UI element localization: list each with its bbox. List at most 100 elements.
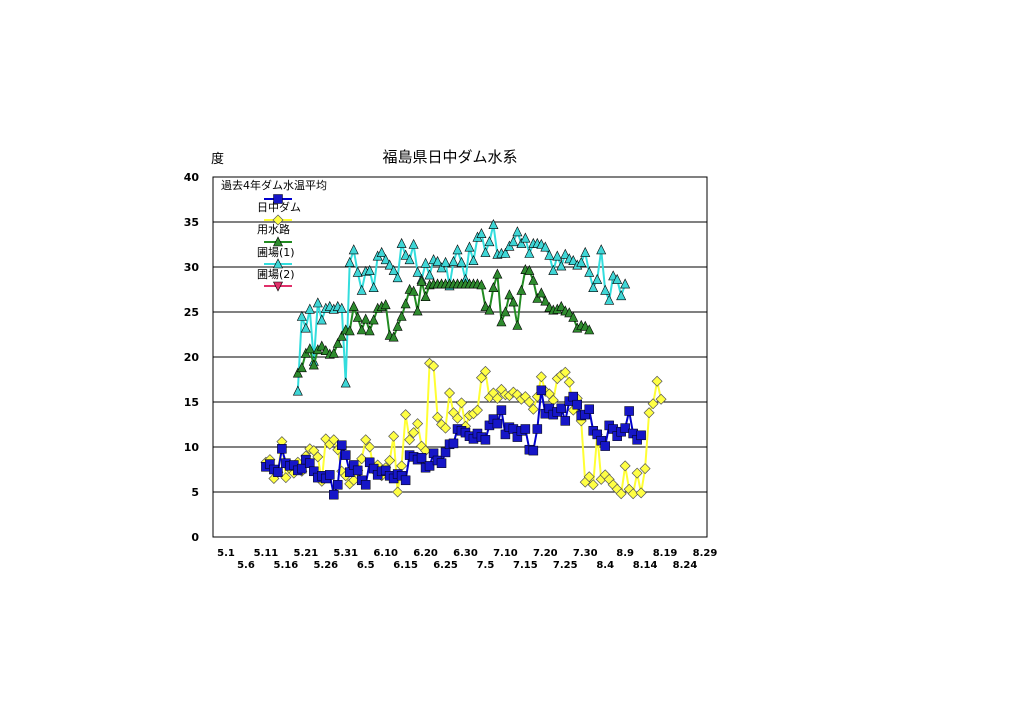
data-point (556, 300, 567, 311)
data-point (368, 314, 379, 325)
data-point (316, 340, 327, 351)
data-point (404, 434, 416, 446)
data-point (636, 430, 646, 441)
legend-item: 日中ダム (257, 194, 301, 214)
data-point (600, 441, 610, 451)
data-point (584, 404, 594, 414)
x-tick-label: 6.10 (373, 548, 398, 559)
x-tick-label: 5.21 (293, 548, 318, 559)
data-point (548, 264, 559, 275)
legend-title: 過去4年ダム水温平均 (221, 178, 327, 192)
data-point (500, 306, 511, 317)
legend-item (264, 281, 292, 292)
data-point (384, 455, 396, 466)
data-point (360, 480, 371, 490)
data-point (568, 311, 579, 322)
data-point (604, 294, 615, 305)
x-tick-label: 6.15 (393, 560, 418, 571)
y-tick-label: 30 (184, 261, 200, 274)
data-point (400, 475, 411, 486)
legend-label: 圃場(2) (257, 268, 295, 281)
data-point (572, 399, 583, 410)
x-tick-label: 7.15 (513, 560, 538, 571)
data-point (596, 244, 607, 255)
data-point (532, 292, 543, 303)
x-tick-label: 6.30 (453, 548, 478, 559)
data-point (491, 392, 503, 404)
data-point (452, 244, 463, 255)
legend-marker (273, 281, 283, 292)
data-point (328, 434, 340, 446)
legend-label: 日中ダム (257, 200, 301, 214)
data-point (592, 273, 603, 284)
x-tick-label: 5.6 (237, 560, 255, 571)
data-point (325, 470, 335, 480)
data-point (392, 486, 404, 498)
data-point (412, 418, 424, 430)
data-point (312, 451, 324, 463)
data-point (492, 418, 503, 429)
x-tick-label: 5.1 (217, 548, 235, 559)
data-point (424, 269, 435, 280)
data-point (292, 385, 303, 396)
data-point (392, 320, 403, 331)
data-point (580, 246, 591, 257)
x-tick-label: 7.30 (573, 548, 598, 559)
legend-marker (273, 194, 283, 204)
data-point (456, 256, 467, 267)
data-point (536, 287, 547, 298)
data-point (448, 255, 459, 266)
x-tick-label: 6.25 (433, 560, 458, 571)
data-point (488, 282, 499, 293)
data-point (520, 232, 531, 243)
data-point (400, 298, 411, 309)
data-point (308, 359, 319, 370)
data-point (444, 387, 456, 399)
data-point (400, 249, 411, 260)
data-point (388, 331, 399, 342)
data-point (416, 453, 427, 463)
x-tick-label: 5.16 (274, 560, 299, 571)
data-point (432, 411, 444, 423)
data-point (304, 303, 315, 314)
data-point (292, 367, 303, 378)
data-point (336, 302, 347, 313)
data-point (396, 237, 407, 248)
data-point (616, 290, 627, 301)
data-point (480, 435, 491, 445)
data-point (360, 313, 371, 324)
data-point (584, 324, 595, 335)
data-point (552, 250, 563, 261)
data-point (296, 362, 307, 373)
data-point (540, 295, 551, 306)
data-point (356, 284, 367, 295)
data-point (344, 325, 355, 336)
data-point (528, 445, 539, 456)
data-point (576, 256, 587, 267)
data-point (504, 289, 515, 300)
x-tick-label: 5.11 (254, 548, 279, 559)
x-tick-label: 8.14 (633, 560, 658, 571)
y-tick-label: 15 (184, 396, 199, 409)
x-tick-label: 5.26 (313, 560, 338, 571)
data-point (496, 316, 507, 327)
data-point (508, 296, 519, 307)
data-point (492, 268, 503, 279)
data-point (368, 282, 379, 293)
legend-label: 用水路 (257, 223, 290, 236)
data-point (352, 311, 363, 322)
x-tick-label: 6.5 (357, 560, 375, 571)
data-point (304, 343, 315, 354)
data-point (452, 412, 464, 424)
data-point (647, 398, 659, 410)
data-point (544, 249, 555, 260)
data-point (540, 241, 551, 252)
data-point (305, 458, 315, 468)
data-point (364, 325, 375, 336)
data-point (352, 266, 363, 277)
data-point (508, 236, 519, 247)
data-point (273, 467, 283, 477)
data-point (456, 397, 467, 409)
series-日中ダム (261, 385, 646, 500)
